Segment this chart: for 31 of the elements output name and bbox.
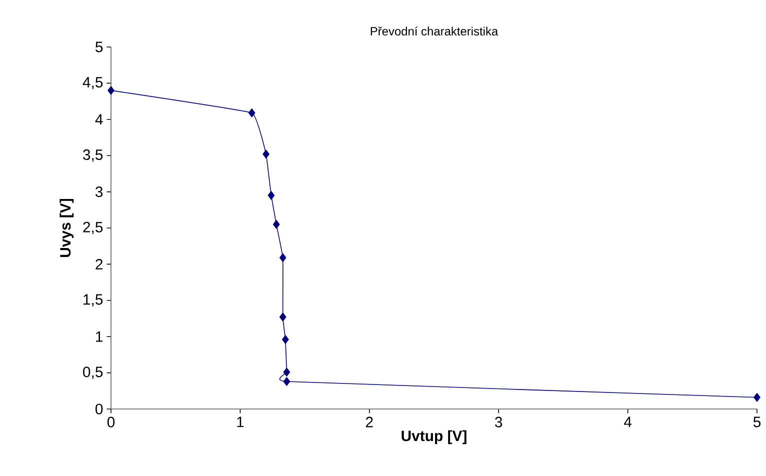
x-tick-label: 3 <box>495 416 502 428</box>
y-tick-label: 2 <box>96 258 102 270</box>
point <box>282 335 289 344</box>
x-tick-label: 0 <box>107 416 115 428</box>
y-tick-label: 3 <box>95 186 103 198</box>
point <box>754 393 760 402</box>
chart-title: Převodní charakteristika <box>370 26 498 36</box>
y-axis-title: Uvys [V] <box>60 198 74 258</box>
y-tick-label: 4 <box>95 114 103 125</box>
point <box>283 368 290 376</box>
point <box>108 86 114 95</box>
y-tick-label: 2,5 <box>83 222 103 234</box>
y-tick-label: 0,5 <box>83 366 103 379</box>
x-tick-label: 1 <box>237 416 244 428</box>
y-tick-label: 1,5 <box>84 294 103 306</box>
x-tick-label: 2 <box>366 416 373 428</box>
y-tick-label: 1 <box>96 331 102 342</box>
y-tick-label: 5 <box>96 42 103 52</box>
point <box>272 220 280 229</box>
x-tick-label: 4 <box>624 416 632 428</box>
point <box>248 108 256 118</box>
point <box>283 377 290 386</box>
x-tick-label: 5 <box>753 416 761 428</box>
y-tick-label: 0 <box>95 404 103 414</box>
y-tick-label: 3,5 <box>83 149 103 162</box>
point <box>279 312 286 322</box>
y-tick-label: 4,5 <box>82 77 103 90</box>
point <box>262 150 270 159</box>
point <box>268 191 275 200</box>
x-axis-title: Uvtup [V] <box>402 430 466 444</box>
point <box>279 253 286 262</box>
